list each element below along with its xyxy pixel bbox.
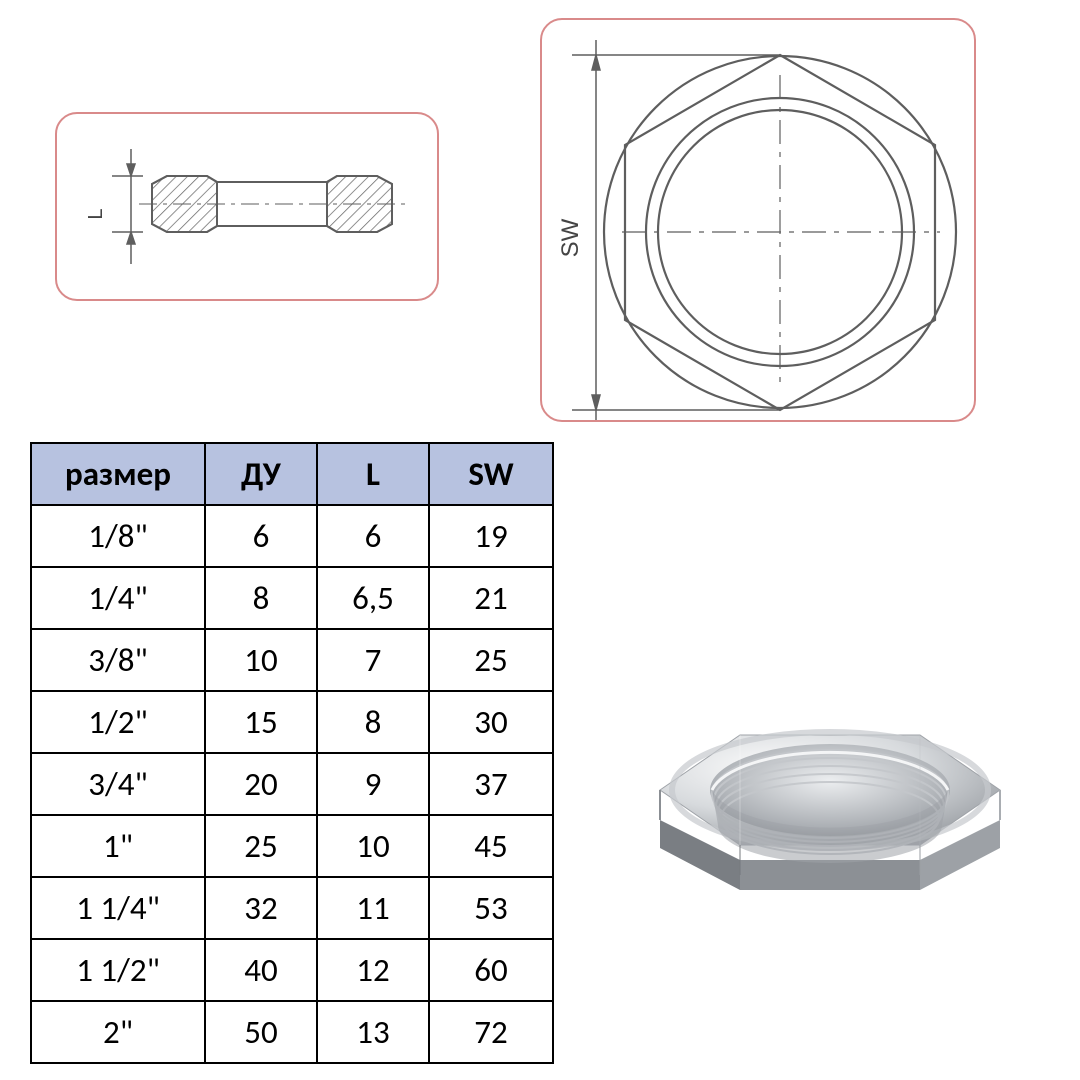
table-cell: 3/8" [31, 629, 205, 691]
top-view-drawing: SW [542, 20, 974, 420]
table-body: 1/8"66191/4"86,5213/8"107251/2"158303/4"… [31, 505, 553, 1063]
table-cell: 1" [31, 815, 205, 877]
table-cell: 21 [429, 567, 553, 629]
table-row: 1 1/2"401260 [31, 939, 553, 1001]
top-view-frame: SW [540, 18, 976, 422]
table-header-row: размерДУLSW [31, 443, 553, 505]
table-cell: 30 [429, 691, 553, 753]
table-cell: 12 [317, 939, 429, 1001]
table-cell: 37 [429, 753, 553, 815]
table-cell: 45 [429, 815, 553, 877]
table-row: 1/8"6619 [31, 505, 553, 567]
table-row: 3/4"20937 [31, 753, 553, 815]
table-cell: 10 [317, 815, 429, 877]
table-cell: 6,5 [317, 567, 429, 629]
side-view-drawing: L [57, 114, 437, 299]
table-row: 1"251045 [31, 815, 553, 877]
table-cell: 1/8" [31, 505, 205, 567]
table-header-cell: SW [429, 443, 553, 505]
table-cell: 8 [317, 691, 429, 753]
table-header-cell: L [317, 443, 429, 505]
table-cell: 15 [205, 691, 317, 753]
table-cell: 25 [205, 815, 317, 877]
table-cell: 53 [429, 877, 553, 939]
table-cell: 6 [205, 505, 317, 567]
table-cell: 19 [429, 505, 553, 567]
table-cell: 2" [31, 1001, 205, 1063]
table-cell: 9 [317, 753, 429, 815]
table-cell: 8 [205, 567, 317, 629]
size-table: размерДУLSW 1/8"66191/4"86,5213/8"107251… [30, 442, 554, 1064]
table-row: 1/4"86,521 [31, 567, 553, 629]
table-cell: 25 [429, 629, 553, 691]
table-row: 2"501372 [31, 1001, 553, 1063]
table-cell: 60 [429, 939, 553, 1001]
table-cell: 1 1/2" [31, 939, 205, 1001]
table-cell: 50 [205, 1001, 317, 1063]
table-row: 1/2"15830 [31, 691, 553, 753]
table-cell: 1/4" [31, 567, 205, 629]
dim-label-sw: SW [557, 218, 584, 257]
table-cell: 1/2" [31, 691, 205, 753]
table-cell: 7 [317, 629, 429, 691]
dim-label-l: L [85, 208, 107, 219]
table-cell: 11 [317, 877, 429, 939]
table-cell: 32 [205, 877, 317, 939]
table-row: 1 1/4"321153 [31, 877, 553, 939]
table-cell: 40 [205, 939, 317, 1001]
table-cell: 20 [205, 753, 317, 815]
table-cell: 6 [317, 505, 429, 567]
side-view-frame: L [55, 112, 439, 301]
table-cell: 3/4" [31, 753, 205, 815]
nut-photo [620, 630, 1040, 910]
table-cell: 1 1/4" [31, 877, 205, 939]
table-row: 3/8"10725 [31, 629, 553, 691]
table-cell: 10 [205, 629, 317, 691]
table-header-cell: ДУ [205, 443, 317, 505]
table-header-cell: размер [31, 443, 205, 505]
table-cell: 72 [429, 1001, 553, 1063]
table-cell: 13 [317, 1001, 429, 1063]
